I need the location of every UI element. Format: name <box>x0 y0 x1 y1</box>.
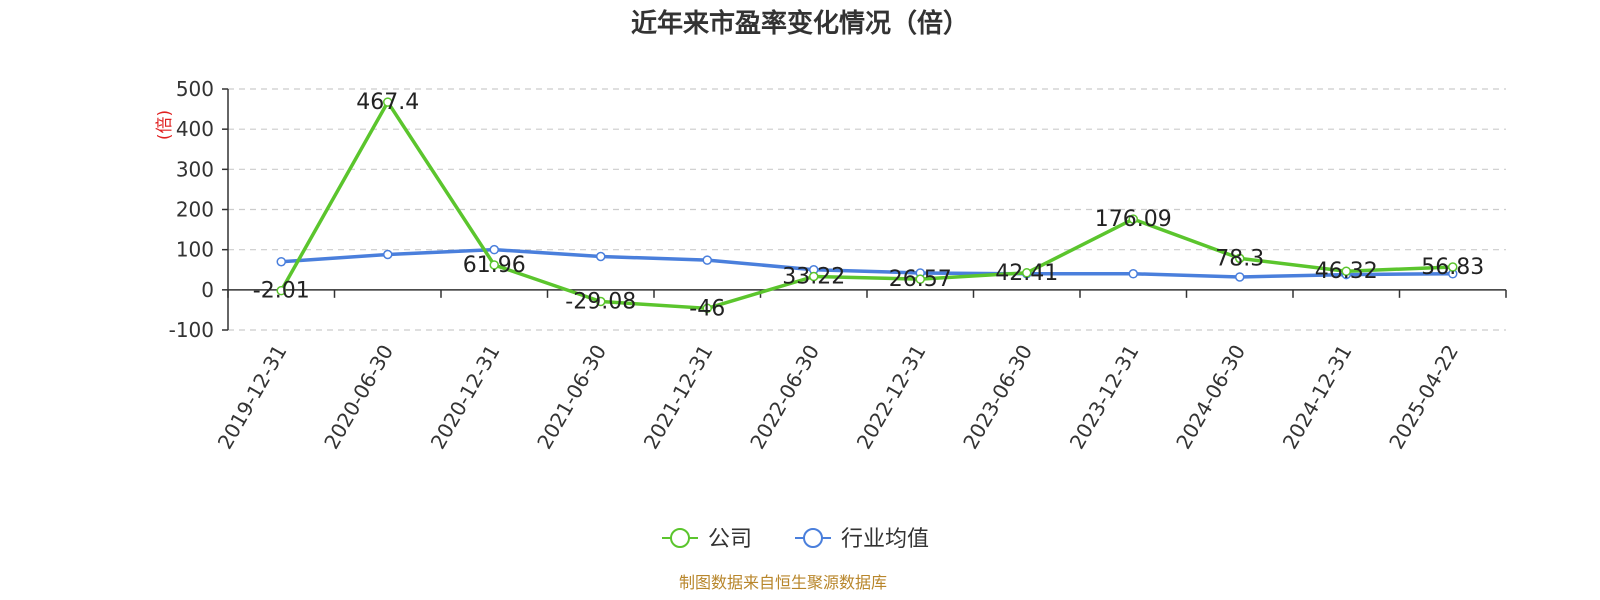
data-point <box>276 285 286 296</box>
data-point <box>915 274 925 284</box>
data-point <box>1128 214 1138 224</box>
x-tick-label: 2020-06-30 <box>319 341 398 454</box>
data-point <box>1022 268 1032 278</box>
legend-marker <box>803 528 823 548</box>
x-tick-label: 2019-12-31 <box>213 341 292 454</box>
series-lines <box>276 97 1458 314</box>
y-tick-label: -100 <box>169 318 214 342</box>
series-line <box>279 100 1453 311</box>
data-label: -46 <box>689 296 725 321</box>
data-label: -29.08 <box>565 290 636 315</box>
grid-lines <box>228 88 1506 331</box>
data-point <box>596 251 606 262</box>
data-point <box>1341 266 1351 276</box>
axes <box>222 88 1507 331</box>
data-point <box>1128 269 1138 279</box>
data-label: 78.3 <box>1215 246 1264 271</box>
x-tick-label: 2020-12-31 <box>426 341 505 454</box>
y-tick-label: 200 <box>176 198 214 222</box>
data-point <box>489 244 499 255</box>
x-tick-label: 2021-12-31 <box>639 341 718 454</box>
data-point <box>489 260 499 270</box>
data-point <box>1235 253 1245 264</box>
data-label: 176.09 <box>1095 207 1172 232</box>
data-point <box>276 256 286 267</box>
x-tick-label: 2025-04-22 <box>1384 341 1463 454</box>
legend-item: 公司 <box>662 527 752 552</box>
data-point <box>702 255 712 265</box>
y-tick-label: 100 <box>176 238 214 262</box>
chart-title: 近年来市盈率变化情况（倍） <box>631 8 969 39</box>
x-tick-label: 2024-06-30 <box>1171 341 1250 454</box>
data-point <box>383 97 393 107</box>
legend-label: 行业均值 <box>841 527 929 552</box>
x-tick-label: 2023-12-31 <box>1065 341 1144 454</box>
y-tick-label: 400 <box>176 117 214 141</box>
x-tick-label: 2022-12-31 <box>852 341 931 454</box>
data-label: 46.32 <box>1315 259 1378 284</box>
x-tick-labels: 2019-12-31 2020-06-30 2020-12-31 2021-06-30… <box>213 341 1463 454</box>
data-point <box>809 271 819 282</box>
x-tick-label: 2021-06-30 <box>532 341 611 454</box>
legend-item: 行业均值 <box>795 527 929 552</box>
y-tick-labels: -100 0 100 200 300 400 500 <box>169 77 214 342</box>
y-tick-label: 500 <box>176 77 214 101</box>
data-point <box>383 249 393 260</box>
data-source-note: 制图数据来自恒生聚源数据库 <box>679 573 887 592</box>
x-tick-label: 2022-06-30 <box>745 341 824 454</box>
y-tick-label: 300 <box>176 157 214 181</box>
y-tick-label: 0 <box>201 278 214 302</box>
legend-label: 公司 <box>708 527 752 552</box>
data-labels: -2.01 467.4 61.96 -29.08 -46 33.22 26.57 42.41 1… <box>253 90 1484 321</box>
data-label: 467.4 <box>356 90 419 115</box>
series-line <box>281 247 1453 279</box>
data-point <box>1235 272 1245 282</box>
data-label: 26.57 <box>889 267 952 292</box>
legend-marker <box>670 528 690 548</box>
legend: 公司 行业均值 <box>662 527 929 552</box>
data-label: 42.41 <box>995 261 1058 286</box>
data-point <box>596 296 606 307</box>
data-label: 61.96 <box>463 253 526 278</box>
data-label: 33.22 <box>782 264 845 289</box>
y-axis-unit-label: (倍) <box>155 110 175 140</box>
x-tick-label: 2024-12-31 <box>1278 341 1357 454</box>
data-label: -2.01 <box>253 279 310 304</box>
data-point <box>702 303 712 314</box>
data-label: 56.83 <box>1421 255 1484 280</box>
x-tick-label: 2023-06-30 <box>958 341 1037 454</box>
data-point <box>1448 262 1458 272</box>
